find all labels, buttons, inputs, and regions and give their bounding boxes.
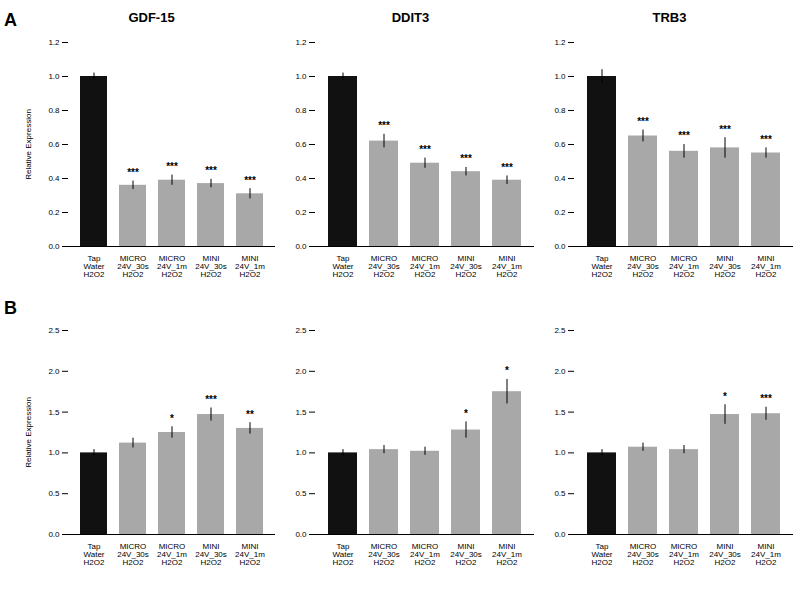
svg-text:TapWaterH2O2: TapWaterH2O2 (332, 254, 354, 279)
svg-text:1.5: 1.5 (295, 408, 307, 417)
svg-text:MINI24V_1mH2O2: MINI24V_1mH2O2 (235, 254, 265, 279)
svg-text:MINI24V_30sH2O2: MINI24V_30sH2O2 (709, 542, 741, 567)
svg-text:1.2: 1.2 (295, 38, 307, 47)
html-text:GDF-15: GDF-15 (128, 10, 175, 25)
svg-text:0.0: 0.0 (295, 530, 307, 539)
svg-text:MICRO24V_30sH2O2: MICRO24V_30sH2O2 (627, 254, 659, 279)
svg-text:***: *** (760, 134, 772, 145)
svg-text:0.0: 0.0 (48, 530, 60, 539)
svg-text:1.0: 1.0 (48, 72, 60, 81)
svg-text:MICRO24V_1mH2O2: MICRO24V_1mH2O2 (669, 254, 699, 279)
svg-text:***: *** (205, 165, 217, 176)
svg-text:MICRO24V_30sH2O2: MICRO24V_30sH2O2 (117, 254, 149, 279)
svg-text:MICRO24V_30sH2O2: MICRO24V_30sH2O2 (117, 542, 149, 567)
svg-text:0.4: 0.4 (48, 174, 60, 183)
svg-text:***: *** (637, 116, 649, 127)
svg-text:0.6: 0.6 (295, 140, 307, 149)
svg-text:MINI24V_30sH2O2: MINI24V_30sH2O2 (709, 254, 741, 279)
html-text:TRB3: TRB3 (652, 10, 687, 25)
svg-text:0.2: 0.2 (295, 208, 307, 217)
svg-text:***: *** (419, 144, 431, 155)
svg-text:MICRO24V_30sH2O2: MICRO24V_30sH2O2 (368, 542, 400, 567)
svg-text:2.5: 2.5 (554, 326, 566, 335)
svg-text:***: *** (501, 162, 513, 173)
svg-text:MICRO24V_1mH2O2: MICRO24V_1mH2O2 (157, 254, 187, 279)
svg-text:2.0: 2.0 (48, 367, 60, 376)
svg-text:0.5: 0.5 (48, 489, 60, 498)
svg-text:0.0: 0.0 (48, 242, 60, 251)
svg-text:MICRO24V_30sH2O2: MICRO24V_30sH2O2 (368, 254, 400, 279)
svg-text:*: * (505, 365, 509, 376)
svg-text:1.0: 1.0 (295, 72, 307, 81)
svg-text:TapWaterH2O2: TapWaterH2O2 (83, 254, 105, 279)
svg-text:MINI24V_1mH2O2: MINI24V_1mH2O2 (492, 254, 522, 279)
svg-text:TapWaterH2O2: TapWaterH2O2 (591, 542, 613, 567)
svg-text:0.5: 0.5 (295, 489, 307, 498)
svg-text:1.5: 1.5 (48, 408, 60, 417)
html-text:B: B (4, 298, 17, 318)
svg-text:MICRO24V_1mH2O2: MICRO24V_1mH2O2 (669, 542, 699, 567)
svg-text:***: *** (678, 130, 690, 141)
svg-text:MINI24V_1mH2O2: MINI24V_1mH2O2 (751, 254, 781, 279)
svg-text:2.0: 2.0 (295, 367, 307, 376)
svg-text:MINI24V_30sH2O2: MINI24V_30sH2O2 (195, 254, 227, 279)
svg-text:0.0: 0.0 (295, 242, 307, 251)
svg-text:1.0: 1.0 (554, 448, 566, 457)
svg-text:2.0: 2.0 (554, 367, 566, 376)
svg-text:TapWaterH2O2: TapWaterH2O2 (83, 542, 105, 567)
svg-text:0.8: 0.8 (48, 106, 60, 115)
svg-text:MICRO24V_1mH2O2: MICRO24V_1mH2O2 (410, 254, 440, 279)
svg-text:***: *** (205, 394, 217, 405)
html-text:DDIT3: DDIT3 (391, 10, 430, 25)
svg-text:1.0: 1.0 (295, 448, 307, 457)
svg-text:MINI24V_1mH2O2: MINI24V_1mH2O2 (235, 542, 265, 567)
svg-text:0.2: 0.2 (554, 208, 566, 217)
svg-text:***: *** (378, 120, 390, 131)
svg-text:MICRO24V_1mH2O2: MICRO24V_1mH2O2 (410, 542, 440, 567)
html-text:A: A (4, 10, 17, 30)
svg-text:***: *** (719, 124, 731, 135)
svg-text:***: *** (460, 153, 472, 164)
svg-text:0.0: 0.0 (554, 530, 566, 539)
svg-text:0.0: 0.0 (554, 242, 566, 251)
svg-text:MICRO24V_1mH2O2: MICRO24V_1mH2O2 (157, 542, 187, 567)
svg-text:***: *** (244, 175, 256, 186)
svg-text:MICRO24V_30sH2O2: MICRO24V_30sH2O2 (627, 542, 659, 567)
svg-text:**: ** (246, 409, 254, 420)
svg-text:*: * (170, 413, 174, 424)
svg-text:MINI24V_1mH2O2: MINI24V_1mH2O2 (751, 542, 781, 567)
svg-text:1.2: 1.2 (48, 38, 60, 47)
svg-text:*: * (723, 391, 727, 402)
svg-text:0.8: 0.8 (554, 106, 566, 115)
svg-text:MINI24V_30sH2O2: MINI24V_30sH2O2 (195, 542, 227, 567)
svg-text:1.5: 1.5 (554, 408, 566, 417)
svg-text:TapWaterH2O2: TapWaterH2O2 (591, 254, 613, 279)
svg-text:Relative Expression: Relative Expression (24, 397, 33, 468)
svg-text:0.5: 0.5 (554, 489, 566, 498)
svg-text:0.4: 0.4 (554, 174, 566, 183)
svg-text:0.4: 0.4 (295, 174, 307, 183)
svg-text:***: *** (166, 161, 178, 172)
svg-text:MINI24V_1mH2O2: MINI24V_1mH2O2 (492, 542, 522, 567)
svg-text:0.6: 0.6 (554, 140, 566, 149)
svg-text:*: * (464, 408, 468, 419)
svg-text:0.6: 0.6 (48, 140, 60, 149)
svg-text:MINI24V_30sH2O2: MINI24V_30sH2O2 (450, 542, 482, 567)
svg-text:1.0: 1.0 (554, 72, 566, 81)
svg-text:Relative Expression: Relative Expression (24, 109, 33, 180)
svg-text:0.2: 0.2 (48, 208, 60, 217)
svg-text:0.8: 0.8 (295, 106, 307, 115)
svg-text:1.0: 1.0 (48, 448, 60, 457)
svg-text:MINI24V_30sH2O2: MINI24V_30sH2O2 (450, 254, 482, 279)
svg-text:***: *** (127, 167, 139, 178)
svg-text:1.2: 1.2 (554, 38, 566, 47)
svg-text:***: *** (760, 393, 772, 404)
svg-text:2.5: 2.5 (295, 326, 307, 335)
svg-text:2.5: 2.5 (48, 326, 60, 335)
svg-text:TapWaterH2O2: TapWaterH2O2 (332, 542, 354, 567)
